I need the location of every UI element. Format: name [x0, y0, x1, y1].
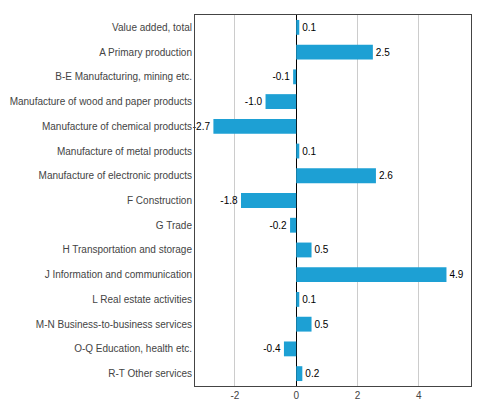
svg-text:F Construction: F Construction — [127, 195, 192, 206]
svg-text:0: 0 — [293, 390, 299, 401]
svg-text:2: 2 — [355, 390, 361, 401]
svg-text:0.2: 0.2 — [305, 368, 319, 379]
svg-text:Manufacture of wood and paper: Manufacture of wood and paper products — [10, 96, 192, 107]
svg-text:B-E Manufacturing, mining etc.: B-E Manufacturing, mining etc. — [55, 71, 192, 82]
svg-text:2.5: 2.5 — [376, 47, 390, 58]
svg-text:0.1: 0.1 — [302, 22, 316, 33]
svg-text:H Transportation and storage: H Transportation and storage — [62, 244, 192, 255]
svg-text:M-N Business-to-business servi: M-N Business-to-business services — [36, 319, 192, 330]
svg-text:-2.7: -2.7 — [193, 121, 211, 132]
svg-text:-1.8: -1.8 — [220, 195, 238, 206]
svg-text:0.1: 0.1 — [302, 294, 316, 305]
svg-text:Value added, total: Value added, total — [112, 22, 192, 33]
svg-text:O-Q Education, health etc.: O-Q Education, health etc. — [74, 343, 192, 354]
svg-text:-0.1: -0.1 — [272, 71, 290, 82]
svg-text:0.1: 0.1 — [302, 146, 316, 157]
svg-text:G Trade: G Trade — [156, 220, 193, 231]
svg-text:Manufacture of chemical produc: Manufacture of chemical products — [42, 121, 192, 132]
svg-text:-0.4: -0.4 — [263, 343, 281, 354]
svg-text:L Real estate activities: L Real estate activities — [92, 294, 192, 305]
svg-text:Manufacture of metal products: Manufacture of metal products — [57, 146, 192, 157]
svg-text:R-T Other services: R-T Other services — [108, 368, 192, 379]
svg-text:0.5: 0.5 — [315, 244, 329, 255]
svg-text:-0.2: -0.2 — [269, 220, 287, 231]
svg-text:Manufacture of electronic prod: Manufacture of electronic products — [39, 170, 192, 181]
svg-text:J Information and communicatio: J Information and communication — [45, 269, 192, 280]
svg-text:4: 4 — [416, 390, 422, 401]
svg-text:-2: -2 — [230, 390, 239, 401]
svg-text:4.9: 4.9 — [449, 269, 463, 280]
svg-text:0.5: 0.5 — [315, 319, 329, 330]
svg-text:A Primary production: A Primary production — [99, 47, 192, 58]
svg-text:2.6: 2.6 — [379, 170, 393, 181]
svg-text:-1.0: -1.0 — [245, 96, 263, 107]
